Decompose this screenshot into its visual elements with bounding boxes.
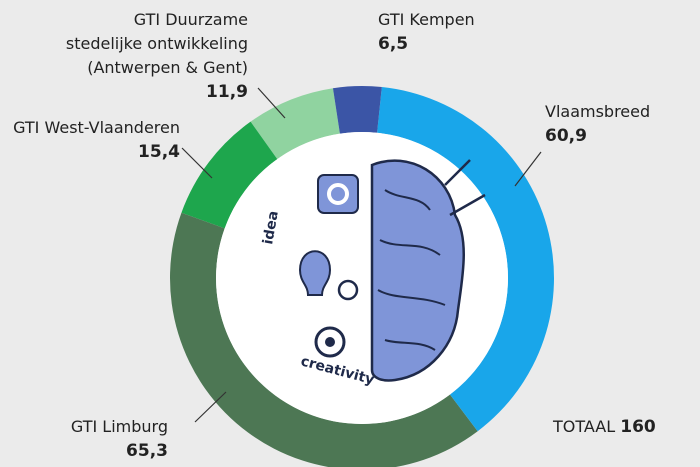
donut-slice [333,86,382,134]
category-label: GTI Kempen [378,8,475,32]
category-label: GTI Limburg [71,415,168,439]
gear-icon [318,175,358,213]
value-label: 15,4 [0,140,180,164]
leader-line [182,148,212,178]
total-value: 160 [620,417,656,437]
page: {"chart_data": {"type": "donut", "catego… [0,0,700,467]
target-center [325,337,335,347]
category-label: Vlaamsbreed [545,100,650,124]
value-label: 11,9 [66,80,248,104]
value-label: 6,5 [378,32,475,56]
slice-label: GTI Duurzame stedelijke ontwikkeling (An… [66,8,248,104]
category-label: GTI Duurzame stedelijke ontwikkeling (An… [66,8,248,80]
total: TOTAAL 160 [553,415,656,439]
total-label: TOTAAL [553,417,615,436]
category-label: GTI West-Vlaanderen [0,116,180,140]
value-label: 60,9 [545,124,650,148]
value-label: 65,3 [71,439,168,463]
